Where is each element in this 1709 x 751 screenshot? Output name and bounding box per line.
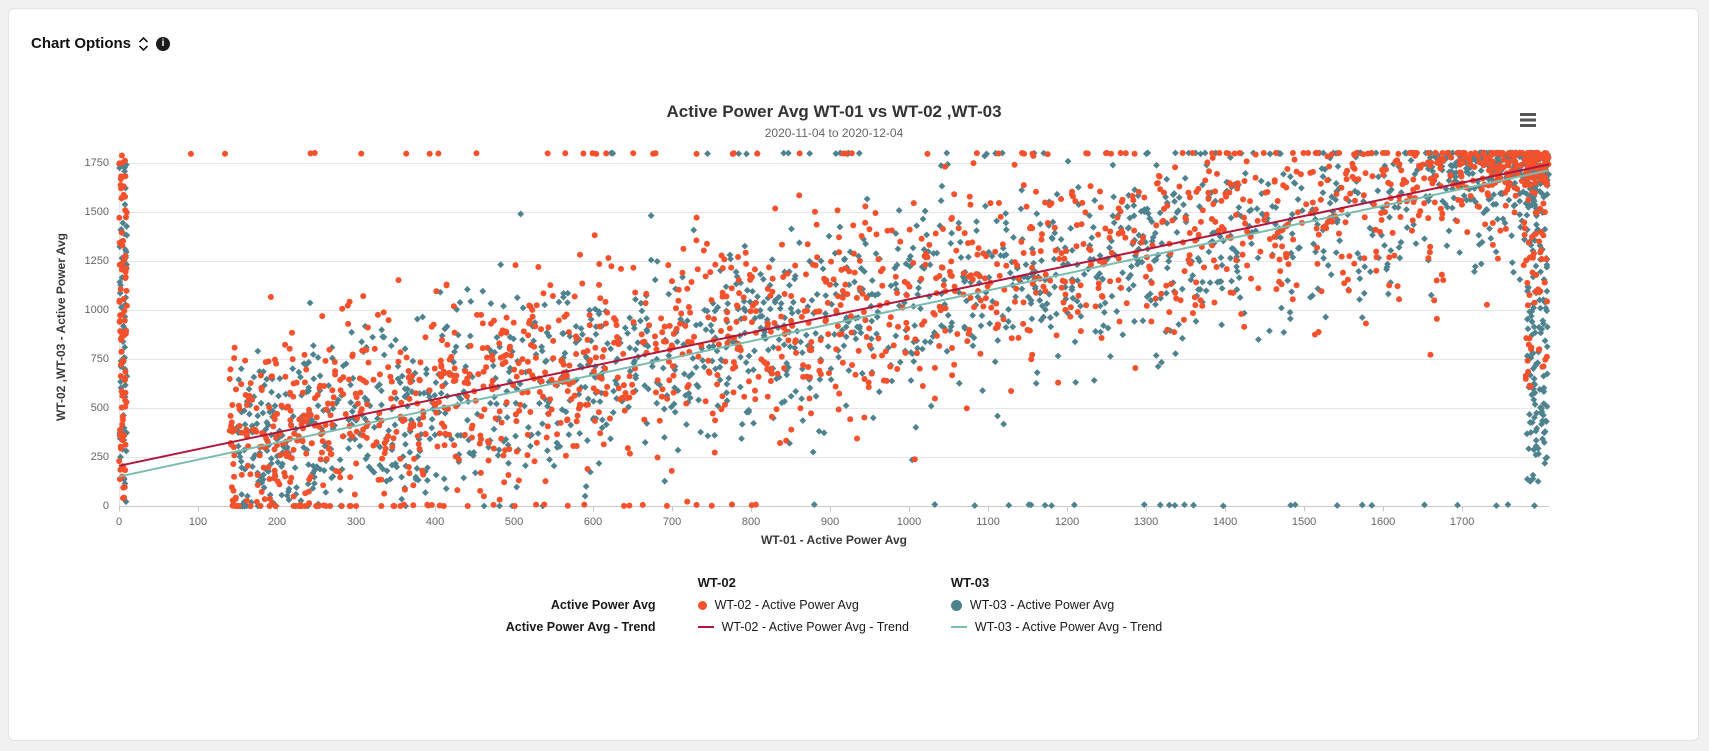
chart-menu-button[interactable] xyxy=(1514,107,1542,133)
x-tick-label: 1200 xyxy=(1054,516,1080,528)
x-tick-label: 800 xyxy=(741,516,761,528)
legend-item-wt02-scatter[interactable]: WT-02 - Active Power Avg xyxy=(697,598,909,612)
legend-item-wt03-scatter[interactable]: WT-03 - Active Power Avg xyxy=(950,598,1162,612)
legend-row-label-avg: Active Power Avg xyxy=(550,598,656,612)
y-tick-label: 1500 xyxy=(84,205,109,218)
legend-item-label: WT-02 - Active Power Avg - Trend xyxy=(721,620,909,634)
chart-options-label: Chart Options xyxy=(31,35,131,52)
chevron-up-down-icon xyxy=(138,36,149,51)
legend-item-label: WT-03 - Active Power Avg xyxy=(969,598,1115,612)
x-tick-label: 300 xyxy=(346,516,366,528)
x-tick-label: 1400 xyxy=(1212,516,1238,528)
x-tick-label: 100 xyxy=(188,516,208,528)
x-tick-label: 1600 xyxy=(1370,516,1396,528)
x-tick-label: 600 xyxy=(583,516,603,528)
chart-options-button[interactable]: Chart Options i xyxy=(31,35,170,52)
wt02-scatter-marker xyxy=(697,600,707,610)
hamburger-icon xyxy=(1520,113,1536,116)
x-tick-label: 0 xyxy=(115,516,123,528)
chart-subtitle: 2020-11-04 to 2020-12-04 xyxy=(764,126,904,140)
y-axis-title: WT-02 ,WT-03 - Active Power Avg xyxy=(54,232,68,422)
x-tick-label: 1000 xyxy=(896,516,922,528)
legend-item-label: WT-02 - Active Power Avg xyxy=(714,598,859,612)
chart-title: Active Power Avg WT-01 vs WT-02 ,WT-03 xyxy=(666,102,1002,121)
y-tick-label: 1750 xyxy=(84,156,109,169)
legend-group-header-wt03: WT-03 xyxy=(950,575,990,590)
x-tick-label: 1100 xyxy=(976,516,1000,528)
chart-legend: WT-02 WT-03 Active Power Avg WT-02 - Act… xyxy=(119,575,1549,634)
x-tick-label: 1300 xyxy=(1133,516,1159,528)
y-tick-label: 0 xyxy=(102,500,109,512)
y-tick-label: 250 xyxy=(90,450,109,463)
x-tick-label: 900 xyxy=(820,516,840,528)
info-icon[interactable]: i xyxy=(156,36,170,51)
wt03-trend-marker xyxy=(950,626,967,628)
legend-item-wt02-trend[interactable]: WT-02 - Active Power Avg - Trend xyxy=(697,620,909,634)
x-tick-label: 1700 xyxy=(1449,516,1475,528)
legend-item-wt03-trend[interactable]: WT-03 - Active Power Avg - Trend xyxy=(950,620,1163,634)
x-tick-label: 200 xyxy=(267,516,287,528)
x-axis-title: WT-01 - Active Power Avg xyxy=(760,533,908,547)
x-tick-label: 500 xyxy=(504,516,524,528)
x-tick-label: 1500 xyxy=(1291,516,1317,528)
chart-card: Chart Options i Active Power Avg WT-01 v… xyxy=(8,8,1699,741)
legend-group-header-wt02: WT-02 xyxy=(697,575,736,590)
x-tick-label: 400 xyxy=(425,516,445,528)
wt02-trend-marker xyxy=(697,626,714,628)
x-tick-label: 700 xyxy=(662,516,682,528)
wt03-scatter-marker xyxy=(950,599,962,611)
scatter-plot-canvas[interactable] xyxy=(115,147,1553,513)
legend-row-label-trend: Active Power Avg - Trend xyxy=(505,620,656,634)
legend-item-label: WT-03 - Active Power Avg - Trend xyxy=(974,620,1163,634)
